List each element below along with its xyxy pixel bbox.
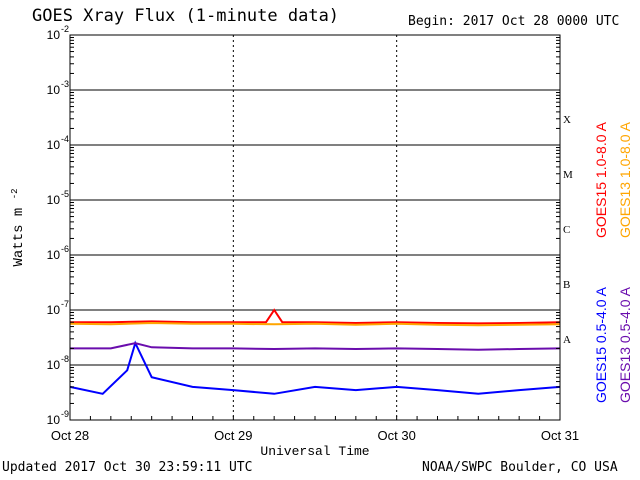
legend: GOES15 1.0-8.0 A GOES13 1.0-8.0 A GOES15 0…: [593, 121, 633, 403]
flare-class-label: B: [563, 279, 570, 291]
y-tick-label: 10: [47, 193, 61, 207]
y-tick-label: 10: [47, 413, 61, 427]
y-tick-exponent: -5: [61, 189, 69, 199]
updated-timestamp: Updated 2017 Oct 30 23:59:11 UTC: [2, 460, 253, 475]
y-tick-label: 10: [47, 138, 61, 152]
flare-class-labels: A B C M X: [563, 114, 573, 346]
legend-entry: GOES13 0.5-4.0 A: [617, 286, 633, 403]
y-tick-exponent: -9: [61, 409, 69, 419]
y-tick-exponent: -7: [61, 299, 69, 309]
chart-grid: [70, 35, 560, 420]
flare-class-label: A: [563, 334, 571, 346]
series-line: [69, 321, 561, 327]
y-tick-label: 10: [47, 358, 61, 372]
series-line: [70, 308, 561, 325]
y-tick-label: 10: [47, 248, 61, 262]
x-tick-label: Oct 28: [51, 428, 89, 443]
legend-entry: GOES15 0.5-4.0 A: [593, 286, 609, 403]
series-line: [70, 342, 561, 351]
y-tick-exponent: -8: [61, 354, 69, 364]
chart-series: [69, 308, 561, 395]
legend-entry: GOES15 1.0-8.0 A: [593, 121, 609, 238]
x-axis-label: Universal Time: [260, 444, 369, 459]
legend-entry: GOES13 1.0-8.0 A: [617, 121, 633, 238]
x-tick-label: Oct 29: [214, 428, 252, 443]
y-tick-exponent: -6: [61, 244, 69, 254]
y-axis-label: Watts m -2: [10, 188, 27, 266]
series-line: [69, 340, 561, 395]
y-tick-exponent: -4: [61, 134, 69, 144]
flare-class-label: M: [563, 169, 573, 181]
y-axis-label-exponent: -2: [10, 188, 20, 199]
y-tick-label: 10: [47, 28, 61, 42]
chart-title: GOES Xray Flux (1-minute data): [32, 6, 340, 26]
begin-time: Begin: 2017 Oct 28 0000 UTC: [408, 14, 620, 29]
y-axis-ticks: 10-910-810-710-610-510-410-310-2: [47, 24, 560, 427]
x-tick-label: Oct 30: [378, 428, 416, 443]
y-tick-exponent: -2: [61, 24, 69, 34]
y-tick-exponent: -3: [61, 79, 69, 89]
x-tick-label: Oct 31: [541, 428, 579, 443]
flare-class-label: X: [563, 114, 571, 126]
y-tick-label: 10: [47, 303, 61, 317]
credit-text: NOAA/SWPC Boulder, CO USA: [422, 460, 618, 475]
x-axis-ticks: Oct 28 Oct 29 Oct 30 Oct 31: [51, 416, 579, 443]
flare-class-label: C: [563, 224, 570, 236]
y-tick-label: 10: [47, 83, 61, 97]
